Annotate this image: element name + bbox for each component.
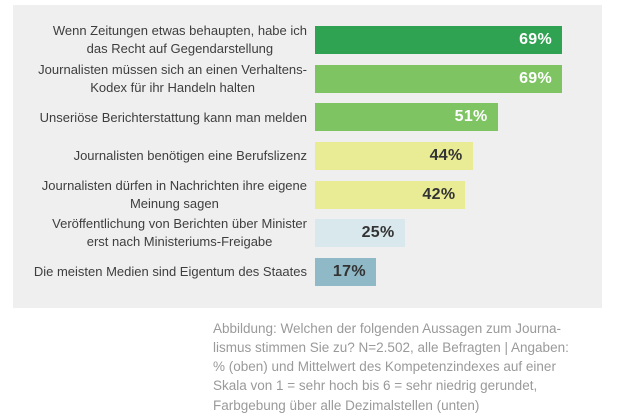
chart-row: Veröffentlichung von Berichten über Mini… [13,214,602,253]
category-label: Wenn Zeitungen etwas behaupten, habe ich… [52,23,307,57]
category-label-cell: Unseriöse Berichterstattung kann man mel… [13,109,315,127]
category-label: Journalisten benötigen eine Berufslizenz [73,148,307,164]
category-label: Die meisten Medien sind Eigentum des Sta… [33,263,307,279]
category-label-cell: Veröffentlichung von Berichten über Mini… [13,215,315,251]
value-label: 69% [519,31,553,49]
chart-row: Journalisten dürfen in Nachrichten ihre … [13,175,602,214]
bar-rows: Wenn Zeitungen etwas behaupten, habe ich… [13,21,602,291]
category-label-cell: Wenn Zeitungen etwas behaupten, habe ich… [13,22,315,58]
bar: 69% [315,26,563,55]
figure-caption: Abbildung: Welchen der folgenden Aussage… [213,321,569,413]
value-label: 42% [422,185,456,203]
category-label-cell: Journalisten müssen sich an einen Verhal… [13,61,315,97]
category-label-cell: Journalisten dürfen in Nachrichten ihre … [13,177,315,213]
chart-row: Unseriöse Berichterstattung kann man mel… [13,98,602,137]
category-label: Journalisten müssen sich an einen Verhal… [38,61,307,95]
bar: 25% [315,219,405,248]
value-label: 69% [519,69,553,87]
bar: 44% [315,142,473,171]
chart-row: Wenn Zeitungen etwas behaupten, habe ich… [13,21,602,60]
value-label: 51% [454,108,488,126]
category-label: Veröffentlichung von Berichten über Mini… [52,216,307,250]
bar: 42% [315,180,466,209]
value-label: 44% [429,147,463,165]
chart-row: Journalisten müssen sich an einen Verhal… [13,60,602,99]
category-label-cell: Die meisten Medien sind Eigentum des Sta… [13,263,315,281]
bar: 69% [315,64,563,93]
value-label: 17% [332,262,366,280]
bar: 51% [315,103,498,132]
value-label: 25% [361,224,395,242]
chart-row: Journalisten benötigen eine Berufslizenz… [13,137,602,176]
category-label: Journalisten dürfen in Nachrichten ihre … [41,177,307,211]
chart-panel: Wenn Zeitungen etwas behaupten, habe ich… [13,5,602,308]
category-label-cell: Journalisten benötigen eine Berufslizenz [13,147,315,165]
bar: 17% [315,257,376,286]
category-label: Unseriöse Berichterstattung kann man mel… [39,109,307,125]
chart-row: Die meisten Medien sind Eigentum des Sta… [13,253,602,292]
